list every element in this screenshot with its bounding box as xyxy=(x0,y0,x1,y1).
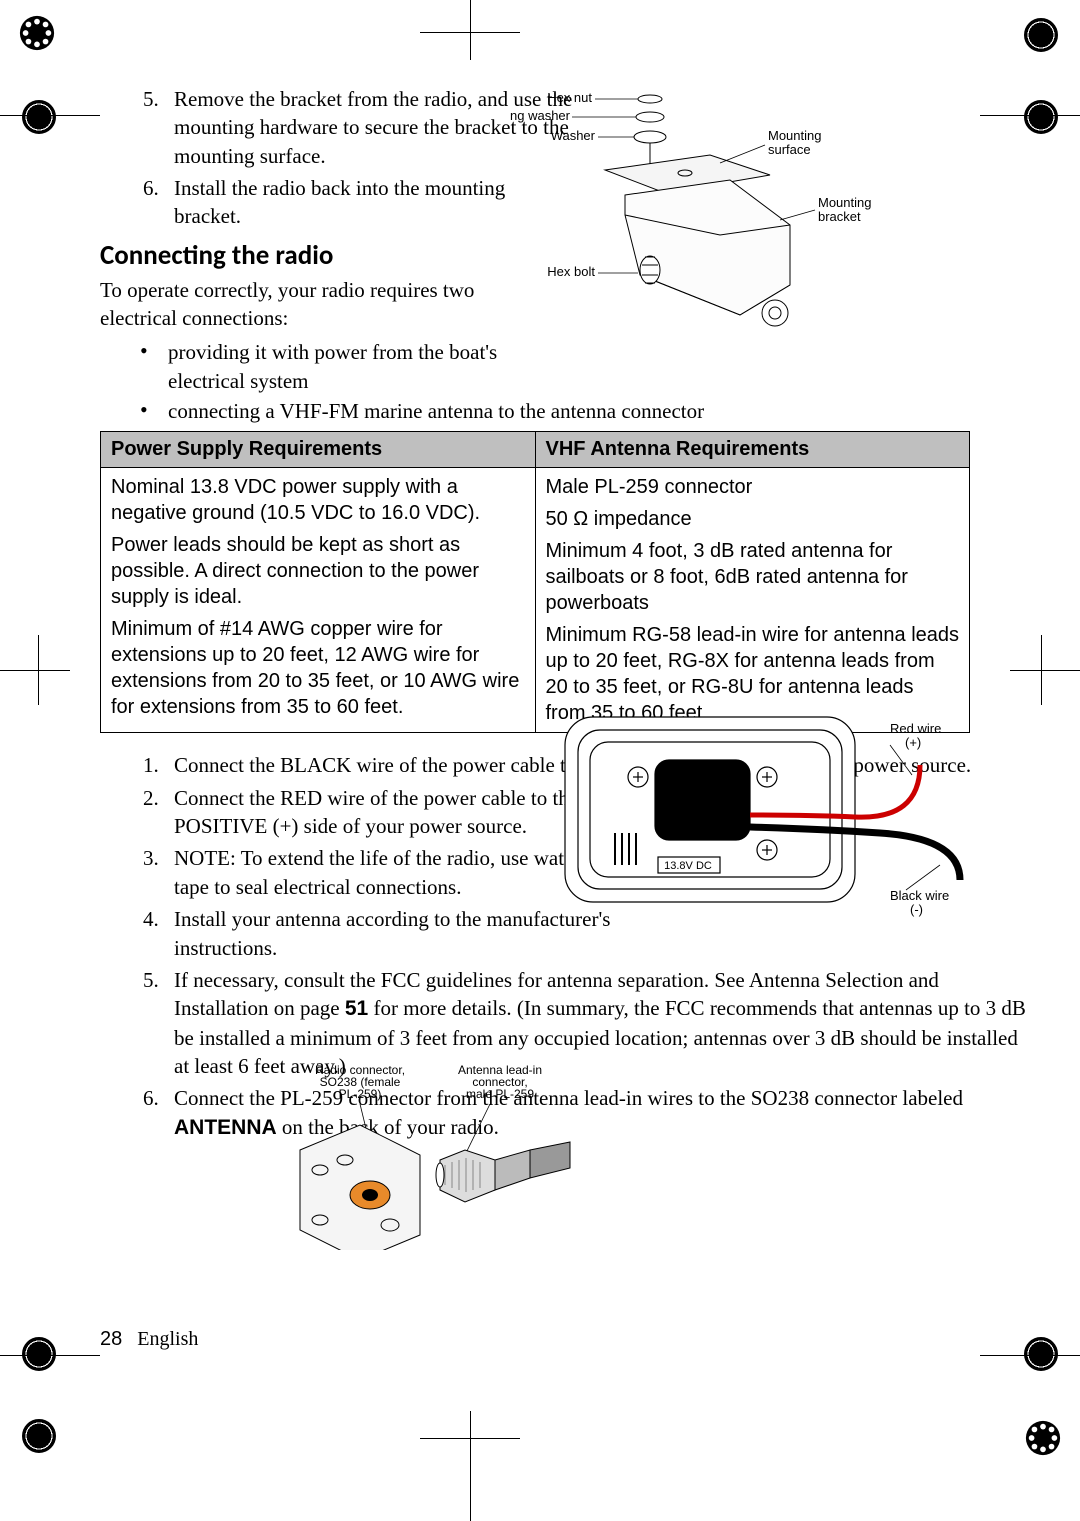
svg-text:Black wire(-): Black wire(-) xyxy=(890,888,949,917)
crop-mark xyxy=(420,32,520,33)
crop-mark xyxy=(38,635,39,705)
svg-text:Mountingbracket: Mountingbracket xyxy=(818,195,871,224)
registration-mark-icon xyxy=(1024,100,1058,134)
step-text: Connect the RED wire of the power cable … xyxy=(174,786,578,838)
table-para: Minimum of #14 AWG copper wire for exten… xyxy=(111,616,525,720)
bullet-text: providing it with power from the boat's … xyxy=(168,340,497,392)
crop-mark xyxy=(1041,635,1042,705)
registration-mark-icon xyxy=(1024,1337,1058,1371)
requirements-table: Power Supply Requirements VHF Antenna Re… xyxy=(100,431,970,733)
table-header-right: VHF Antenna Requirements xyxy=(535,432,970,468)
table-cell-left: Nominal 13.8 VDC power supply with a neg… xyxy=(101,468,536,733)
page-footer: 28 English xyxy=(100,1328,198,1351)
antenna-label: ANTENNA xyxy=(174,1116,277,1139)
table-para: Male PL-259 connector xyxy=(546,474,960,500)
label-hex-nut: Hex nut xyxy=(547,90,592,105)
bullet-text: connecting a VHF-FM marine antenna to th… xyxy=(168,399,704,423)
table-header-left: Power Supply Requirements xyxy=(101,432,536,468)
table-cell-right: Male PL-259 connector 50 Ω impedance Min… xyxy=(535,468,970,733)
step-text: NOTE: To extend the life of the radio, u… xyxy=(174,846,626,898)
step-text: Install your antenna according to the ma… xyxy=(174,907,610,959)
page-ref: 51 xyxy=(345,997,368,1020)
registration-mark-icon xyxy=(22,100,56,134)
crop-mark xyxy=(1010,670,1080,671)
registration-mark-icon xyxy=(18,14,56,52)
svg-text:Antenna lead-inconnector,male: Antenna lead-inconnector,male PL-259 xyxy=(458,1063,542,1101)
svg-text:Radio connector,SO238 (femaleP: Radio connector,SO238 (femalePL-259) xyxy=(315,1063,405,1101)
label-spring-washer: Spring washer xyxy=(510,108,571,123)
step-2: Connect the RED wire of the power cable … xyxy=(164,784,614,841)
page-number: 28 xyxy=(100,1328,122,1350)
registration-mark-icon xyxy=(1024,18,1058,52)
mounting-bracket-diagram: Hex nut Spring washer Washer Hex bolt Mo… xyxy=(510,85,965,345)
step-text: Install the radio back into the mounting… xyxy=(174,176,505,228)
table-para: 50 Ω impedance xyxy=(546,506,960,532)
power-wiring-diagram: 13.8V DC Red wire(+) Black wire(-) xyxy=(560,705,970,920)
crop-mark xyxy=(420,1438,520,1439)
crop-mark xyxy=(0,115,100,116)
svg-text:Red wire(+): Red wire(+) xyxy=(890,721,941,750)
bullet-item: connecting a VHF-FM marine antenna to th… xyxy=(140,397,970,425)
crop-mark xyxy=(0,670,70,671)
crop-mark xyxy=(980,115,1080,116)
table-para: Nominal 13.8 VDC power supply with a neg… xyxy=(111,474,525,526)
table-para: Minimum 4 foot, 3 dB rated antenna for s… xyxy=(546,538,960,616)
crop-mark xyxy=(0,1355,100,1356)
registration-mark-icon xyxy=(22,1337,56,1371)
bullet-item: providing it with power from the boat's … xyxy=(140,338,548,395)
crop-mark xyxy=(470,0,471,60)
crop-mark xyxy=(980,1355,1080,1356)
svg-text:Mountingsurface: Mountingsurface xyxy=(768,128,821,157)
registration-mark-icon xyxy=(22,1419,56,1453)
footer-language: English xyxy=(137,1328,198,1350)
table-para: Power leads should be kept as short as p… xyxy=(111,532,525,610)
label-washer: Washer xyxy=(551,128,596,143)
crop-mark xyxy=(470,1411,471,1521)
dc-label: 13.8V DC xyxy=(664,860,712,872)
intro-paragraph: To operate correctly, your radio require… xyxy=(100,276,500,333)
registration-mark-icon xyxy=(1024,1419,1062,1457)
label-hex-bolt: Hex bolt xyxy=(547,264,595,279)
connector-diagram: Radio connector,SO238 (femalePL-259) Ant… xyxy=(290,1060,580,1250)
